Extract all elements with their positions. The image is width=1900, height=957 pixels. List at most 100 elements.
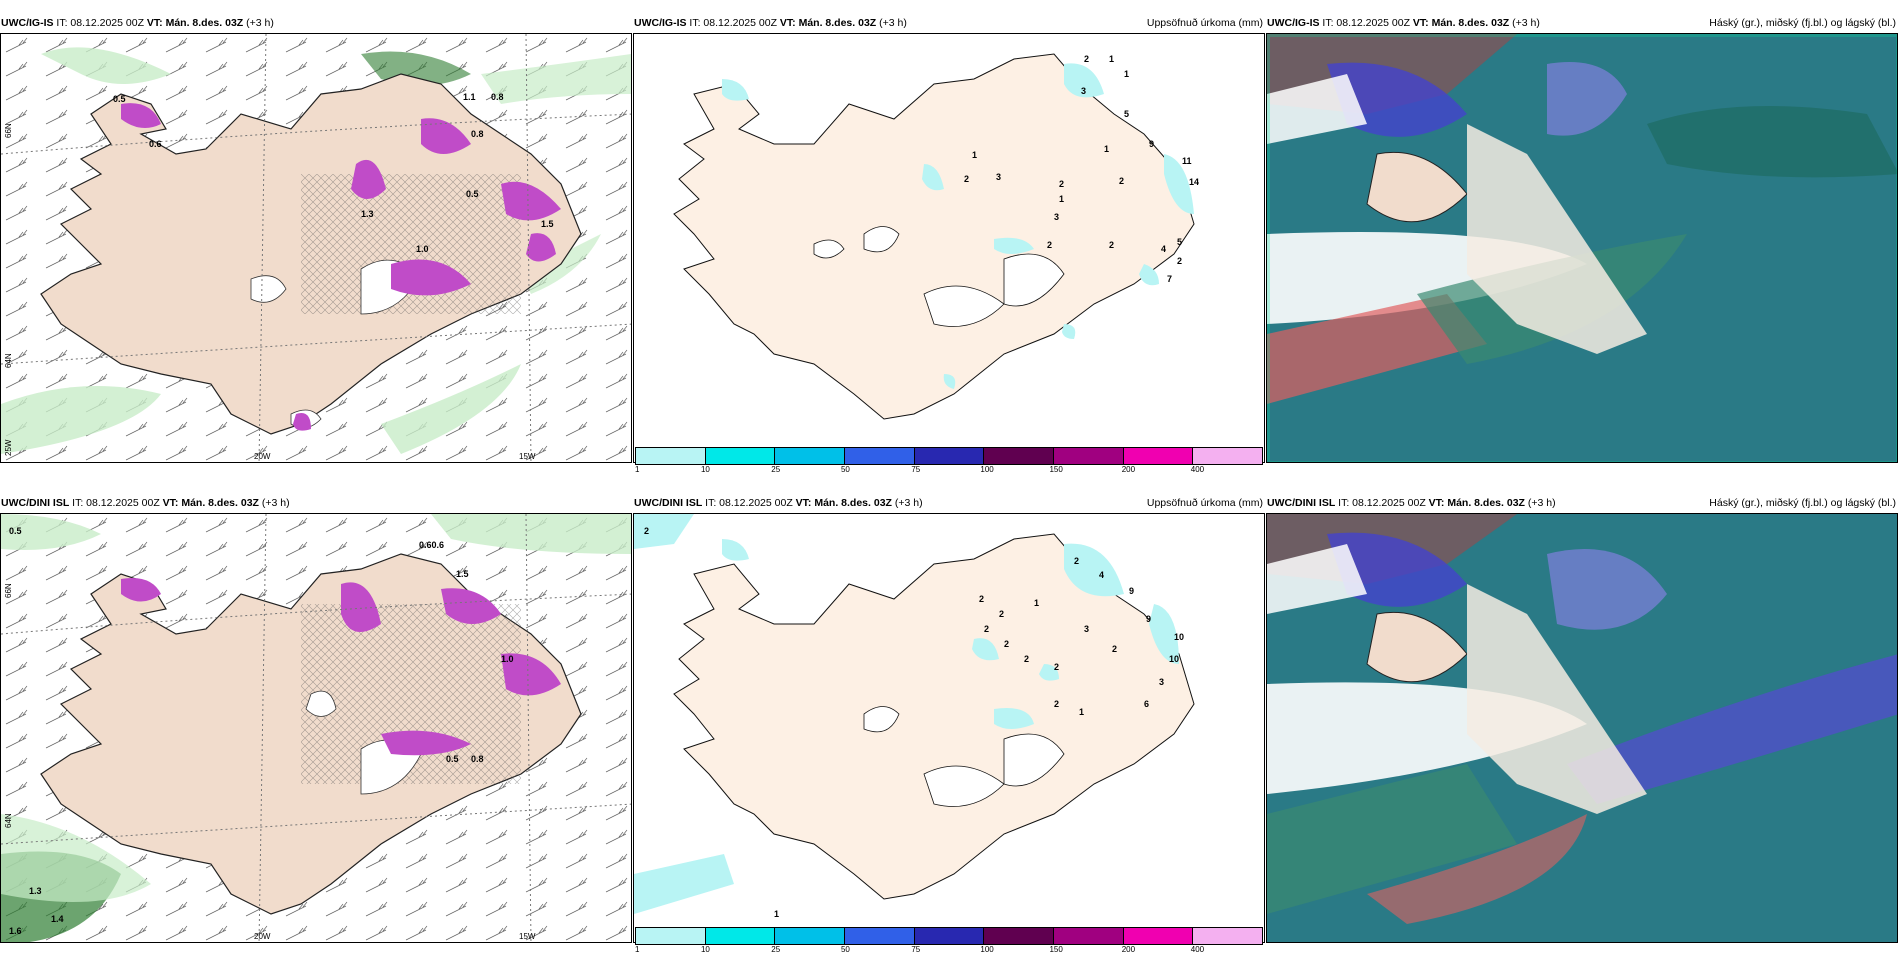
panel-row2-mid: UWC/DINI ISL IT: 08.12.2025 00Z VT: Mán.… <box>633 497 1265 954</box>
precip-value: 2 <box>1084 54 1090 64</box>
precip-value: 2 <box>1054 662 1060 672</box>
lon-label: 20W <box>254 452 271 461</box>
precip-value: 7 <box>1167 274 1173 284</box>
value-label: 0.5 <box>9 526 22 536</box>
legend-swatch <box>775 928 846 944</box>
panel-header: UWC/DINI ISL IT: 08.12.2025 00Z VT: Mán.… <box>634 497 1263 509</box>
lat-label: 66N <box>4 583 13 598</box>
legend-swatch <box>914 928 985 944</box>
lon-label: 15W <box>519 452 536 461</box>
value-label: 0.6 <box>149 139 162 149</box>
precip-value: 2 <box>1177 256 1183 266</box>
precip-value: 5 <box>1124 109 1130 119</box>
precip-value: 1 <box>1059 194 1065 204</box>
legend-labels: 1 10 25 50 75 100 150 200 400 <box>635 465 1205 474</box>
legend-swatch <box>705 448 776 464</box>
precip-value: 3 <box>996 172 1002 182</box>
value-label: 1.1 <box>463 92 476 102</box>
iceland-land <box>673 533 1195 900</box>
cloud-map[interactable] <box>1266 33 1898 463</box>
value-label: 0.5 <box>466 189 479 199</box>
precip-value: 2 <box>984 624 990 634</box>
value-label: 0.8 <box>491 92 504 102</box>
iceland-land <box>673 53 1195 420</box>
panel-row1-right: UWC/IG-IS IT: 08.12.2025 00Z VT: Mán. 8.… <box>1266 17 1898 463</box>
precip-value: 2 <box>1059 179 1065 189</box>
wind-precip-map[interactable]: 0.5 1.1 0.8 0.6 0.8 1.5 1.3 1.0 0.5 20W … <box>0 33 632 463</box>
lat-label: 66N <box>4 123 13 138</box>
precip-legend <box>635 447 1263 465</box>
panel-header: UWC/IG-IS IT: 08.12.2025 00Z VT: Mán. 8.… <box>1 17 274 29</box>
value-label: 1.3 <box>29 886 42 896</box>
value-label: 1.0 <box>501 654 514 664</box>
precip-value: 2 <box>999 609 1005 619</box>
precip-value: 14 <box>1189 177 1200 187</box>
precip-value: 1 <box>1104 144 1110 154</box>
legend-swatch <box>984 928 1055 944</box>
value-label: 1.5 <box>456 569 469 579</box>
precip-value: 2 <box>1112 644 1118 654</box>
precip-value: 1 <box>1079 707 1085 717</box>
lat-label: 25W <box>4 439 13 456</box>
value-label: 1.3 <box>361 209 374 219</box>
precip-value: 1 <box>972 150 978 160</box>
legend-swatch <box>1123 928 1194 944</box>
precip-value: 3 <box>1084 624 1090 634</box>
panel-row2-right: UWC/DINI ISL IT: 08.12.2025 00Z VT: Mán.… <box>1266 497 1898 943</box>
panel-row1-mid: UWC/IG-IS IT: 08.12.2025 00Z VT: Mán. 8.… <box>633 17 1265 474</box>
legend-swatch <box>845 928 915 944</box>
legend-swatch <box>984 448 1055 464</box>
precip-value: 1 <box>774 909 780 919</box>
panel-header: UWC/DINI ISL IT: 08.12.2025 00Z VT: Mán.… <box>1 497 290 509</box>
precip-value: 4 <box>1099 570 1105 580</box>
precip-value: 2 <box>1047 240 1053 250</box>
precip-value: 10 <box>1174 632 1185 642</box>
precip-value: 2 <box>1119 176 1125 186</box>
precip-value: 1 <box>1109 54 1115 64</box>
precip-value: 3 <box>1054 212 1060 222</box>
precip-value: 9 <box>1146 614 1152 624</box>
legend-swatch <box>914 448 985 464</box>
precip-legend <box>635 927 1263 945</box>
precip-value: 4 <box>1161 244 1167 254</box>
value-label: 0.60.6 <box>419 540 445 550</box>
precip-value: 2 <box>1054 699 1060 709</box>
precip-value: 3 <box>1081 86 1087 96</box>
legend-swatch <box>1193 448 1263 464</box>
precip-map[interactable]: 2 1 1 3 5 9 11 14 1 2 3 2 1 3 1 2 2 2 4 … <box>633 33 1265 463</box>
value-label: 1.0 <box>416 244 429 254</box>
legend-swatch <box>1123 448 1194 464</box>
panel-row2-left: UWC/DINI ISL IT: 08.12.2025 00Z VT: Mán.… <box>0 497 632 943</box>
value-label: 0.8 <box>471 754 484 764</box>
precip-value: 9 <box>1129 586 1135 596</box>
precip-value: 9 <box>1149 139 1155 149</box>
lat-label: 64N <box>4 353 13 368</box>
value-label: 0.5 <box>113 94 126 104</box>
cloud-map[interactable] <box>1266 513 1898 943</box>
panel-row1-left: UWC/IG-IS IT: 08.12.2025 00Z VT: Mán. 8.… <box>0 17 632 463</box>
precip-value: 2 <box>1074 556 1080 566</box>
value-label: 1.5 <box>541 219 554 229</box>
precip-value: 2 <box>1109 240 1115 250</box>
precip-map[interactable]: 2 2 4 9 9 10 10 2 2 2 1 2 2 2 3 2 6 1 2 … <box>633 513 1265 943</box>
lon-label: 20W <box>254 932 271 941</box>
panel-header: UWC/IG-IS IT: 08.12.2025 00Z VT: Mán. 8.… <box>634 17 1263 29</box>
precip-value: 5 <box>1177 237 1183 247</box>
precip-value: 1 <box>1124 69 1130 79</box>
wind-precip-map[interactable]: 0.5 0.60.6 1.3 1.6 1.4 1.5 0.5 0.8 1.0 2… <box>0 513 632 943</box>
panel-header: UWC/DINI ISL IT: 08.12.2025 00Z VT: Mán.… <box>1267 497 1896 509</box>
value-label: 0.5 <box>446 754 459 764</box>
panel-header: UWC/IG-IS IT: 08.12.2025 00Z VT: Mán. 8.… <box>1267 17 1896 29</box>
value-label: 1.6 <box>9 926 22 936</box>
lat-label: 64N <box>4 813 13 828</box>
precip-value: 11 <box>1182 156 1192 166</box>
legend-swatch <box>1054 448 1124 464</box>
precip-value: 10 <box>1169 654 1180 664</box>
precip-value: 3 <box>1159 677 1165 687</box>
value-label: 1.4 <box>51 914 64 924</box>
precip-value: 1 <box>1034 598 1040 608</box>
precip-value: 6 <box>1144 699 1150 709</box>
precip-value: 2 <box>1024 654 1030 664</box>
precip-value: 2 <box>644 526 650 536</box>
precip-value: 2 <box>979 594 985 604</box>
